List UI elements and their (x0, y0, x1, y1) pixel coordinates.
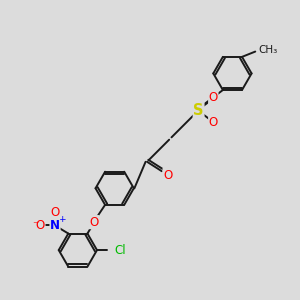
Text: O: O (89, 216, 99, 229)
Text: ⁻: ⁻ (32, 219, 38, 232)
Text: +: + (58, 215, 65, 224)
Text: CH₃: CH₃ (258, 45, 278, 56)
Text: S: S (193, 103, 204, 118)
Text: Cl: Cl (115, 244, 126, 256)
Text: O: O (209, 116, 218, 129)
Text: O: O (36, 219, 45, 232)
Text: N: N (50, 219, 60, 232)
Text: O: O (209, 92, 218, 104)
Text: O: O (50, 206, 60, 219)
Text: O: O (163, 169, 172, 182)
